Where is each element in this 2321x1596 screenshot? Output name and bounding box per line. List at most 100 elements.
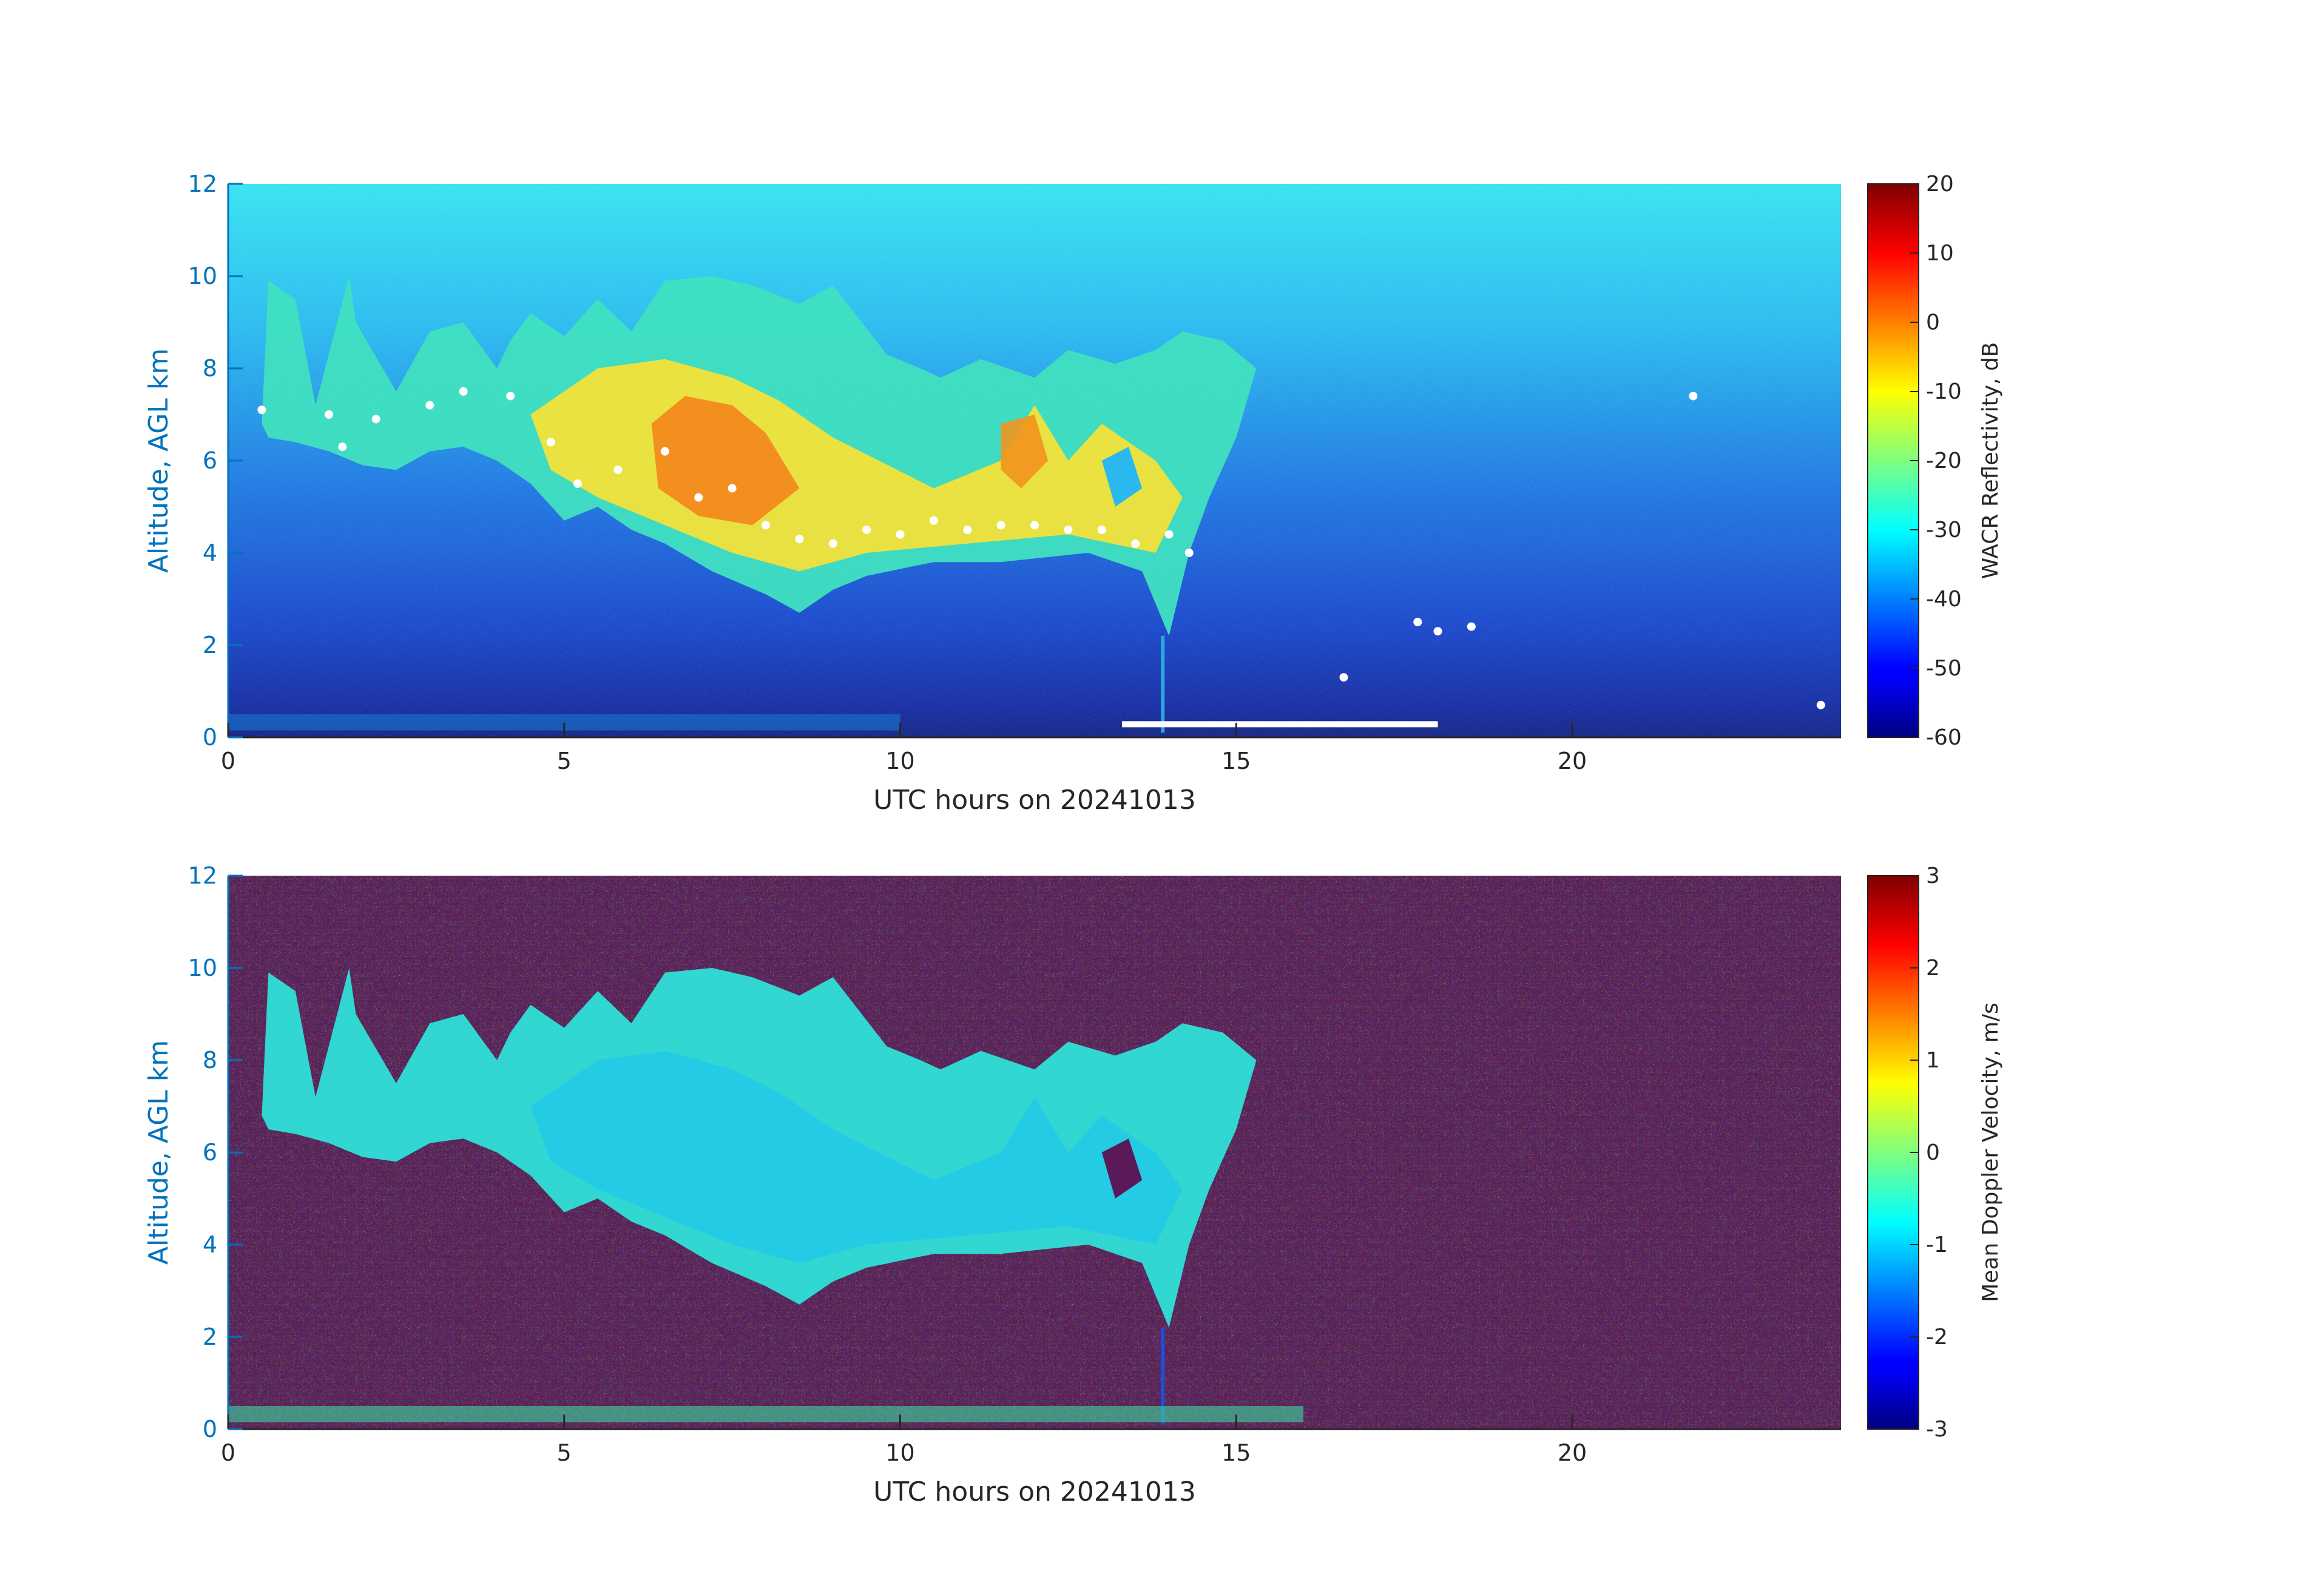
y-axis-label: Altitude, AGL km <box>143 1040 174 1265</box>
colorbar-tick-label: 10 <box>1926 241 1954 266</box>
white-point <box>1064 526 1073 534</box>
white-point <box>1164 530 1174 539</box>
white-point <box>728 484 737 493</box>
y-axis-label: Altitude, AGL km <box>143 348 174 573</box>
surface-white-trace <box>1121 721 1438 728</box>
colorbar-tick-label: -30 <box>1926 518 1962 543</box>
colorbar-tick-label: -3 <box>1926 1417 1948 1442</box>
white-point <box>1413 618 1422 626</box>
white-point <box>1339 673 1348 682</box>
doppler-colorbar: 3 2 1 0 -1 -2 -3 Mean Doppler Velocity, m/s <box>1867 864 2003 1442</box>
y-tick-label: 8 <box>203 355 217 382</box>
colorbar-tick-label: 2 <box>1926 956 1940 981</box>
cloud-core <box>530 1050 1183 1263</box>
x-tick-label: 10 <box>885 748 914 774</box>
white-point <box>828 539 837 548</box>
reflectivity-colorbar: 20 10 0 -10 -20 -30 -40 -50 -60 WACR Reflectivity… <box>1867 172 2003 750</box>
doppler-image <box>228 876 1841 1429</box>
white-point <box>795 535 804 544</box>
white-point <box>1131 539 1140 548</box>
x-tick-label: 5 <box>557 1439 572 1466</box>
colorbar-tick-label: -50 <box>1926 656 1962 681</box>
y-tick-label: 6 <box>203 1139 217 1166</box>
white-point <box>862 526 871 534</box>
doppler-cloud <box>228 968 1303 1425</box>
y-tick-label: 10 <box>188 263 217 289</box>
colorbar-tick-label: 0 <box>1926 1140 1940 1165</box>
white-point <box>929 516 938 525</box>
colorbar-tick-label: -40 <box>1926 587 1962 612</box>
x-axis-label: UTC hours on 20241013 <box>873 1476 1196 1507</box>
x-tick-label: 15 <box>1221 748 1251 774</box>
white-point <box>1433 627 1442 636</box>
white-point <box>1184 549 1194 557</box>
white-point <box>1030 521 1039 530</box>
white-point <box>762 521 770 530</box>
x-tick-label: 15 <box>1221 1439 1251 1466</box>
colorbar-label: WACR Reflectivity, dB <box>1978 342 2003 580</box>
white-point <box>325 410 334 419</box>
cloud-gap <box>1101 1138 1143 1199</box>
white-point <box>1689 391 1698 401</box>
cloud-hot-core <box>651 396 800 526</box>
white-point <box>896 530 905 539</box>
reflectivity-panel: 0 5 10 15 20 0 2 4 6 8 10 12 UTC hours on 20241013 Al… <box>143 171 2003 816</box>
white-point <box>1816 700 1825 709</box>
white-point <box>546 438 555 447</box>
reflectivity-axes: 0 5 10 15 20 0 2 4 6 8 10 12 UTC hours on 20241013 Al… <box>143 171 1841 816</box>
colorbar-tick-label: 0 <box>1926 310 1940 335</box>
white-point <box>425 401 434 410</box>
white-point <box>660 447 669 456</box>
y-tick-label: 2 <box>203 632 217 658</box>
white-point <box>613 465 623 475</box>
white-point <box>694 493 703 502</box>
cloud-gap <box>1101 447 1143 507</box>
white-point <box>1097 526 1106 534</box>
doppler-axes: 0 5 10 15 20 0 2 4 6 8 10 12 UTC hours on 20241013 Al… <box>143 862 1841 1507</box>
y-tick-label: 8 <box>203 1047 217 1074</box>
x-tick-label: 10 <box>885 1439 914 1466</box>
white-point <box>963 526 972 534</box>
colorbar-tick-label: -60 <box>1926 725 1962 750</box>
x-tick-label: 20 <box>1558 1439 1587 1466</box>
colorbar-tick-label: -20 <box>1926 448 1962 473</box>
x-tick-label: 5 <box>557 748 572 774</box>
x-tick-label: 0 <box>221 748 235 774</box>
colorbar-tick-label: 3 <box>1926 864 1940 888</box>
white-point <box>573 479 582 488</box>
white-point <box>996 521 1005 530</box>
colorbar-tick-label: 20 <box>1926 172 1954 197</box>
reflectivity-image <box>228 184 1841 737</box>
fallstreak <box>1161 635 1165 733</box>
white-point <box>257 405 266 414</box>
surface-clutter <box>228 1406 1303 1422</box>
white-point <box>371 414 380 424</box>
reflectivity-cloud <box>228 276 1257 733</box>
x-tick-label: 20 <box>1558 748 1587 774</box>
fallstreak <box>1161 1327 1165 1425</box>
colorbar-tick-label: -2 <box>1926 1325 1948 1350</box>
white-point <box>338 442 347 451</box>
y-tick-label: 12 <box>188 171 217 197</box>
colorbar-tick-label: -1 <box>1926 1233 1948 1257</box>
colorbar-label: Mean Doppler Velocity, m/s <box>1978 1003 2003 1302</box>
colorbar-tick-label: 1 <box>1926 1048 1940 1073</box>
y-tick-label: 4 <box>203 539 217 566</box>
white-point <box>1467 622 1476 631</box>
y-tick-label: 12 <box>188 862 217 889</box>
y-tick-label: 6 <box>203 447 217 474</box>
cloud-hot-core-2 <box>1001 414 1049 489</box>
x-axis-label: UTC hours on 20241013 <box>873 785 1196 816</box>
white-point <box>459 387 468 396</box>
y-tick-label: 0 <box>203 724 217 751</box>
y-tick-label: 4 <box>203 1231 217 1258</box>
y-tick-label: 10 <box>188 955 217 981</box>
y-tick-label: 2 <box>203 1324 217 1350</box>
white-point <box>506 391 515 401</box>
reflectivity-white-points <box>257 387 1825 728</box>
x-tick-label: 0 <box>221 1439 235 1466</box>
y-tick-label: 0 <box>203 1416 217 1442</box>
